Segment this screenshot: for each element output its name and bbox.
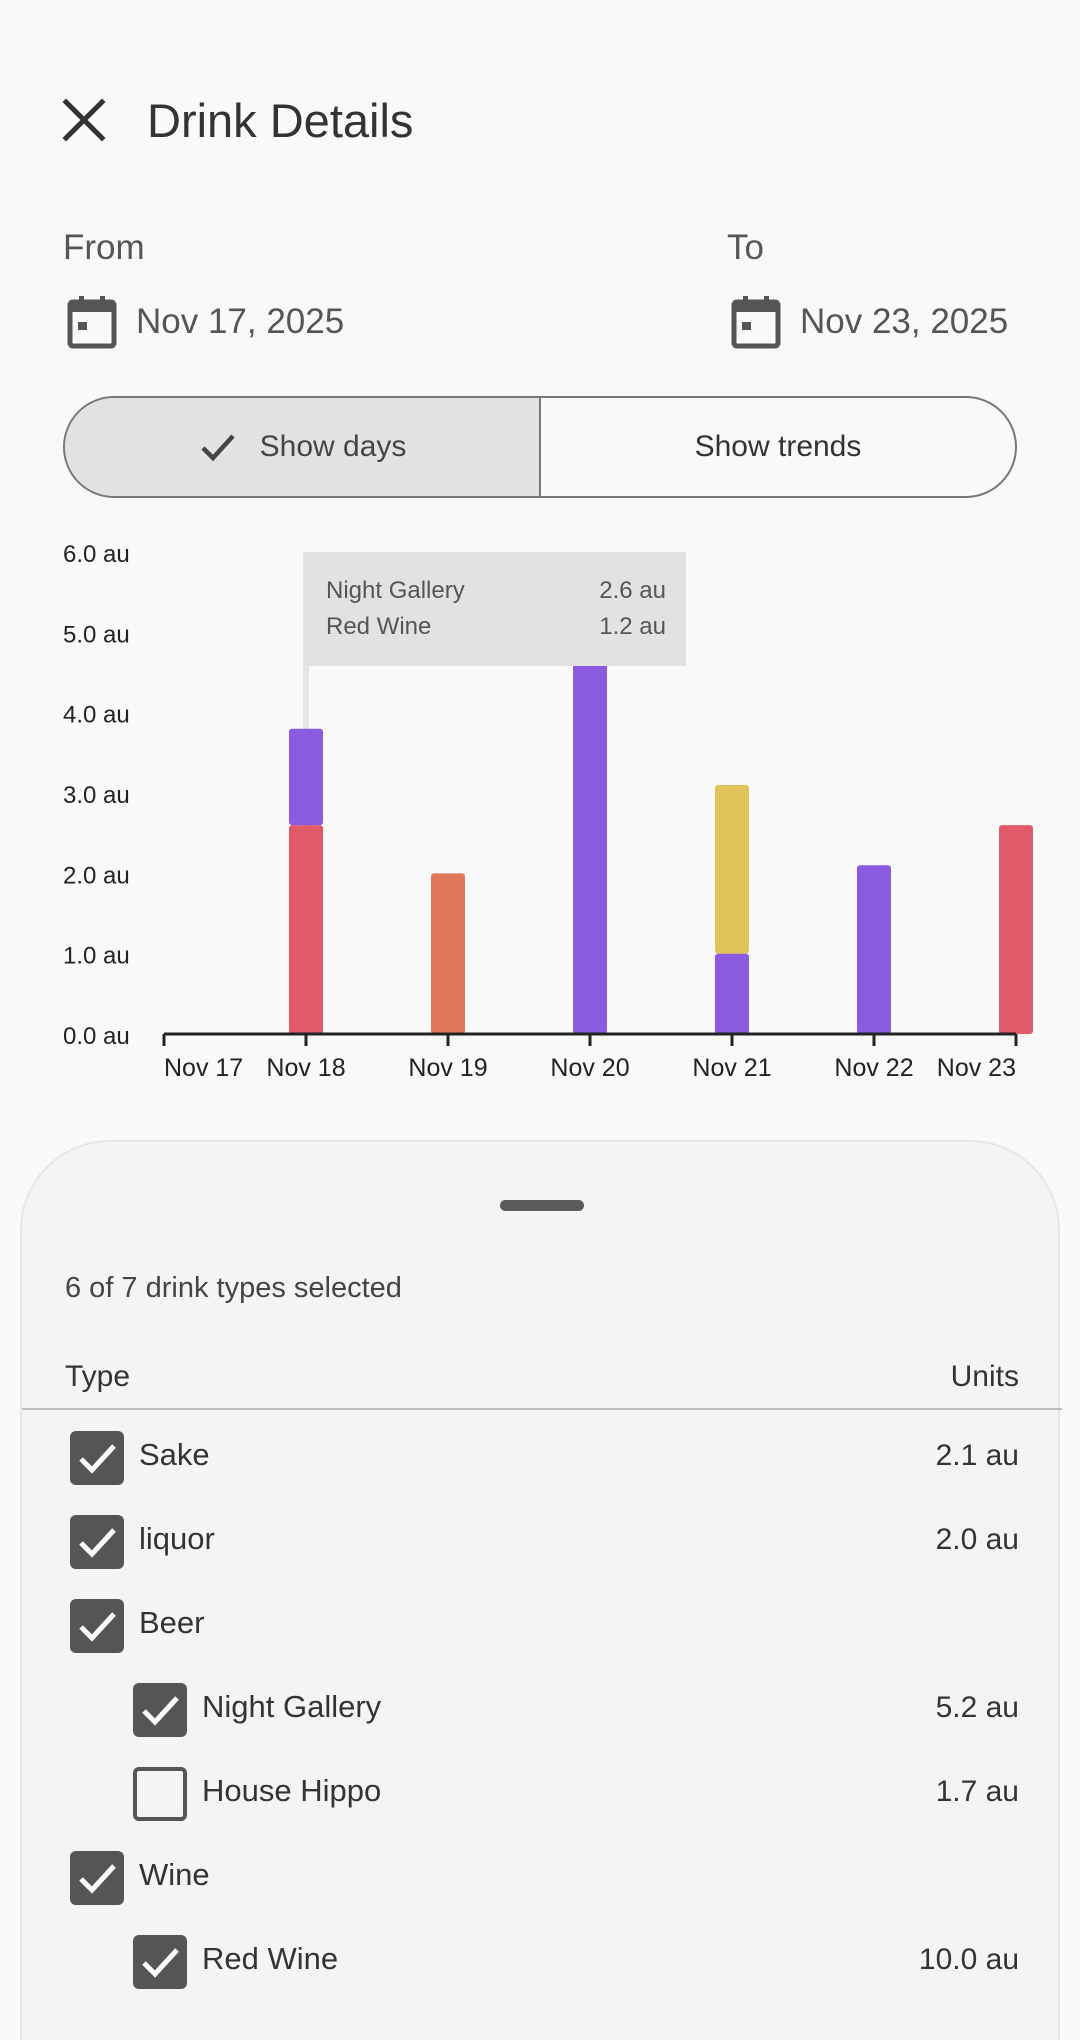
drink-type-row[interactable]: Sake 2.1 au [22, 1417, 1062, 1501]
drink-type-row[interactable]: Red Wine 10.0 au [22, 1921, 1062, 2005]
drink-type-units: 2.1 au [935, 1439, 1019, 1472]
bar-nov-23-s0 [999, 825, 1033, 1034]
drink-types-sheet: 6 of 7 drink types selected Type Units S… [20, 1140, 1062, 2040]
show-trends-segment[interactable]: Show trends [541, 398, 1015, 496]
view-toggle: Show days Show trends [63, 396, 1017, 498]
close-icon [62, 98, 106, 142]
y-tick-label: 3.0 au [63, 782, 130, 809]
drink-type-row[interactable]: Wine [22, 1837, 1062, 1921]
tooltip-series-value: 2.6 au [599, 577, 666, 604]
calendar-icon [731, 296, 781, 349]
column-units: Units [950, 1360, 1019, 1393]
y-tick-label: 4.0 au [63, 702, 130, 729]
bar-nov-22-s1 [857, 865, 891, 1034]
check-icon [79, 1444, 116, 1474]
drink-type-units: 2.0 au [935, 1523, 1019, 1556]
drink-type-checkbox[interactable] [70, 1431, 124, 1485]
x-tick-label: Nov 18 [266, 1054, 345, 1082]
check-icon [79, 1864, 116, 1894]
y-tick-label: 0.0 au [63, 1023, 130, 1050]
x-tick-label: Nov 22 [834, 1054, 913, 1082]
x-tick-label: Nov 17 [164, 1054, 243, 1082]
bar-nov-18-s0 [289, 825, 323, 1034]
bar-nov-18-s1 [289, 728, 323, 826]
x-tick-label: Nov 19 [408, 1054, 487, 1082]
drink-type-name: Night Gallery [202, 1689, 382, 1724]
drink-type-name: Sake [139, 1437, 210, 1472]
drink-type-name: House Hippo [202, 1773, 382, 1808]
column-type: Type [65, 1360, 131, 1393]
drink-type-row[interactable]: House Hippo 1.7 au [22, 1753, 1062, 1837]
drink-type-checkbox[interactable] [70, 1599, 124, 1653]
tooltip-series-value: 1.2 au [599, 613, 666, 640]
check-icon [79, 1528, 116, 1558]
drink-type-row[interactable]: liquor 2.0 au [22, 1501, 1062, 1585]
check-icon [79, 1612, 116, 1642]
x-tick-label: Nov 23 [937, 1054, 1016, 1082]
drink-type-units: 1.7 au [935, 1775, 1019, 1808]
drink-type-checkbox[interactable] [70, 1851, 124, 1905]
drink-type-checkbox[interactable] [133, 1935, 187, 1989]
selection-summary: 6 of 7 drink types selected [65, 1272, 402, 1304]
show-days-label: Show days [259, 430, 407, 463]
page-title: Drink Details [147, 94, 414, 147]
drink-type-name: Beer [139, 1605, 205, 1640]
table-header: Type Units [22, 1360, 1062, 1410]
tooltip-series-label: Red Wine [326, 613, 431, 640]
tooltip-series-label: Night Gallery [326, 577, 465, 604]
drink-type-checkbox[interactable] [70, 1515, 124, 1569]
calendar-icon [67, 296, 117, 349]
drink-type-checkbox[interactable] [133, 1767, 187, 1821]
check-icon [201, 434, 235, 462]
bar-nov-21-s1 [715, 953, 749, 1034]
drinks-bar-chart[interactable]: 6.0 au 5.0 au 4.0 au 3.0 au 2.0 au 1.0 au 0.0 … [0, 530, 1080, 1090]
drink-type-name: Wine [139, 1857, 210, 1892]
from-label: From [63, 228, 145, 267]
drink-type-units: 10.0 au [918, 1943, 1019, 1976]
from-date-value: Nov 17, 2025 [136, 302, 345, 341]
to-label: To [727, 228, 764, 267]
check-icon [142, 1696, 179, 1726]
drink-type-name: Red Wine [202, 1941, 339, 1976]
from-date-picker[interactable]: Nov 17, 2025 [66, 290, 344, 354]
drink-type-units: 5.2 au [935, 1691, 1019, 1724]
check-icon [142, 1948, 179, 1978]
chart-tooltip [304, 552, 686, 666]
bar-nov-19-s2 [431, 873, 465, 1034]
sheet-drag-handle[interactable] [500, 1200, 584, 1211]
show-days-segment[interactable]: Show days [65, 398, 541, 496]
bar-nov-20-s1 [573, 616, 607, 1034]
y-tick-label: 6.0 au [63, 541, 130, 568]
y-tick-label: 5.0 au [63, 621, 130, 648]
y-tick-label: 1.0 au [63, 943, 130, 970]
close-button[interactable] [52, 88, 116, 152]
bar-nov-21-s3 [715, 784, 749, 954]
show-trends-label: Show trends [694, 430, 862, 463]
to-date-value: Nov 23, 2025 [800, 302, 1009, 341]
drink-type-row[interactable]: Beer [22, 1585, 1062, 1669]
y-tick-label: 2.0 au [63, 862, 130, 889]
x-tick-label: Nov 20 [550, 1054, 629, 1082]
drink-type-row[interactable]: Night Gallery 5.2 au [22, 1669, 1062, 1753]
x-tick-label: Nov 21 [692, 1054, 771, 1082]
to-date-picker[interactable]: Nov 23, 2025 [730, 290, 1008, 354]
drink-type-name: liquor [139, 1521, 215, 1556]
drink-type-checkbox[interactable] [133, 1683, 187, 1737]
top-app-bar: Drink Details [0, 0, 1080, 240]
